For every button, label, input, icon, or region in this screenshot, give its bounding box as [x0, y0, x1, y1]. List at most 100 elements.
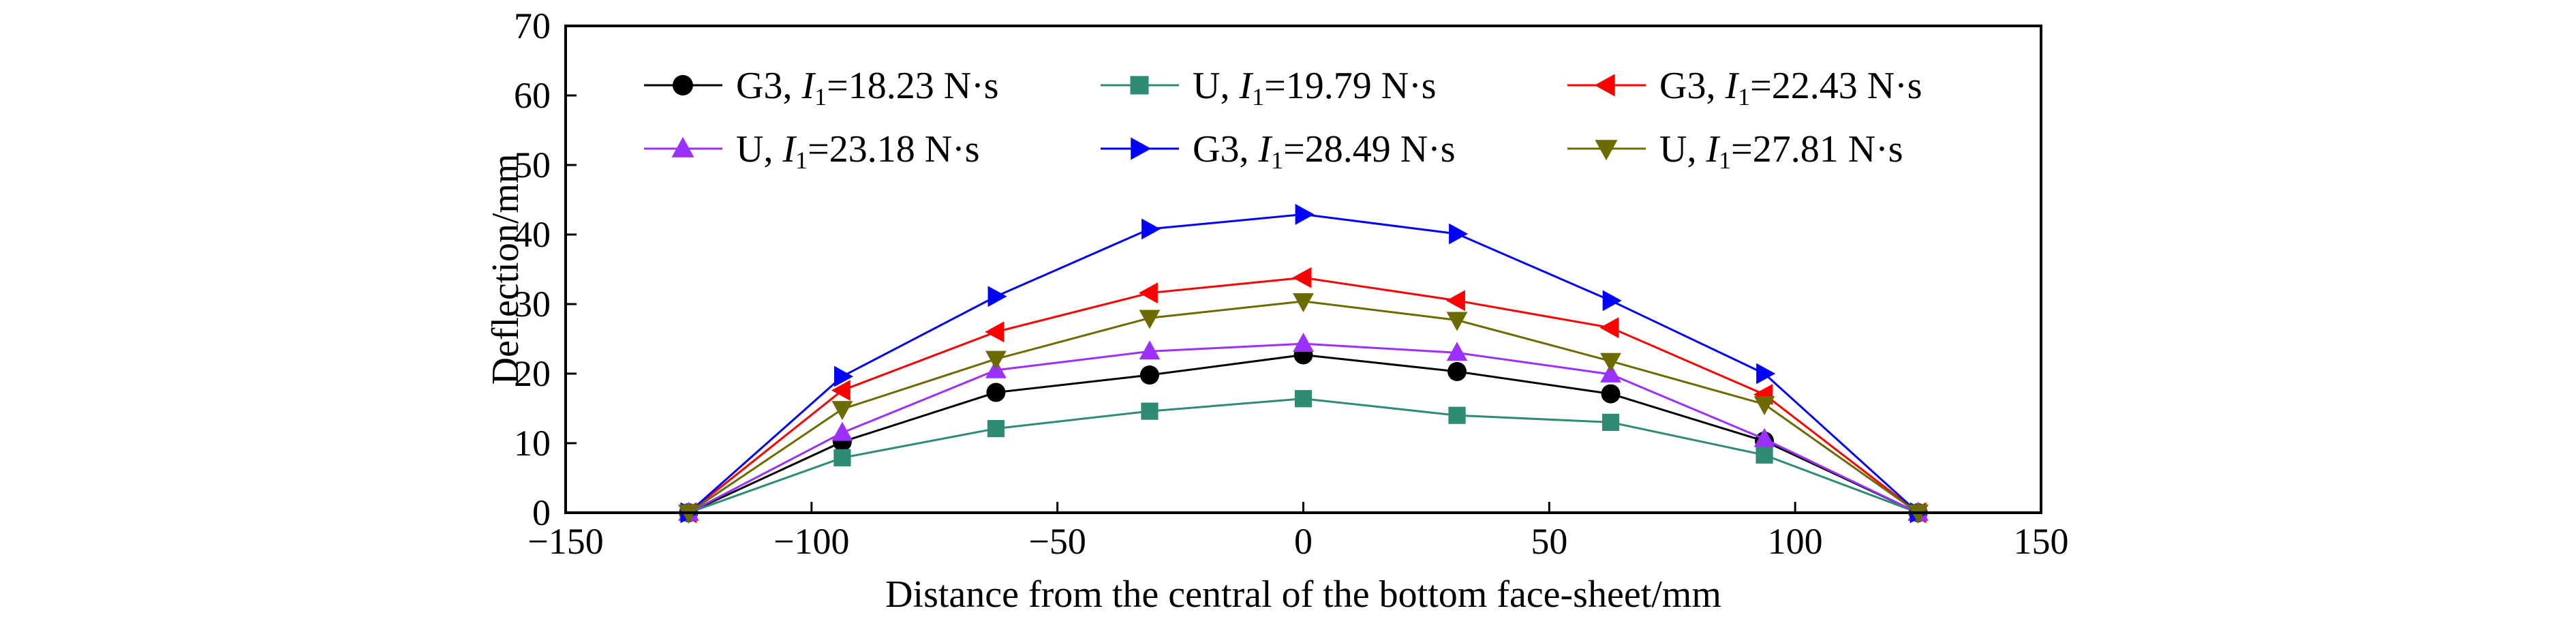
legend-marker [1130, 76, 1149, 95]
legend-impulse-symbol: I [1257, 128, 1272, 170]
legend-item: U, I1=23.18 N·s [644, 128, 980, 174]
legend-label: U, I1=23.18 N·s [736, 128, 980, 174]
legend-label: U, I1=19.79 N·s [1193, 65, 1437, 110]
y-tick-label: 60 [514, 75, 551, 116]
series-line [688, 342, 1919, 514]
legend-item: G3, I1=28.49 N·s [1101, 128, 1456, 174]
legend-marker [671, 136, 694, 158]
legend-impulse-subscript: 1 [1252, 83, 1264, 110]
data-point [1446, 342, 1468, 361]
legend-impulse-subscript: 1 [795, 147, 808, 174]
legend-impulse-symbol: I [1238, 65, 1253, 107]
data-point [831, 401, 853, 421]
legend-impulse-symbol: I [782, 128, 797, 170]
data-point [1139, 340, 1161, 360]
x-tick-label: −150 [527, 521, 603, 562]
series-1 [679, 345, 1928, 522]
legend-series-prefix: G3, [1659, 65, 1725, 107]
legend-series-prefix: U, [1659, 128, 1706, 170]
legend-item: G3, I1=18.23 N·s [644, 65, 999, 110]
y-tick-label: 10 [514, 423, 551, 464]
data-point [985, 321, 1005, 343]
x-tick-label: −100 [773, 521, 849, 562]
legend-label: U, I1=27.81 N·s [1659, 128, 1903, 174]
data-point [1756, 363, 1776, 385]
legend-marker [673, 75, 693, 95]
legend-label: G3, I1=22.43 N·s [1659, 65, 1922, 110]
data-point [1907, 505, 1929, 524]
series-4 [678, 333, 1929, 521]
series-2 [679, 390, 1927, 522]
y-axis-label: Deflection/mm [485, 153, 527, 385]
data-point [833, 449, 851, 467]
data-point [1753, 395, 1775, 415]
data-point [1447, 361, 1467, 381]
data-point [1753, 427, 1775, 447]
series-line [688, 397, 1919, 514]
legend-impulse-value: =19.79 N·s [1264, 65, 1436, 107]
y-tick-label: 70 [514, 5, 551, 46]
legend-marker [1595, 140, 1618, 161]
legend-label: G3, I1=28.49 N·s [1193, 128, 1456, 174]
legend-impulse-subscript: 1 [814, 83, 827, 110]
data-point [1446, 312, 1468, 331]
legend-impulse-subscript: 1 [1719, 147, 1731, 174]
legend-impulse-subscript: 1 [1271, 147, 1283, 174]
data-point [1601, 413, 1620, 431]
data-point [1293, 293, 1314, 313]
data-point [1138, 282, 1158, 304]
legend-label: G3, I1=18.23 N·s [736, 65, 999, 110]
legend-item: U, I1=19.79 N·s [1101, 65, 1437, 110]
x-tick-label: 100 [1768, 521, 1823, 562]
legend-marker [1131, 137, 1152, 160]
y-tick-label: 0 [532, 492, 551, 533]
data-point [1141, 402, 1159, 420]
x-tick-label: 150 [2014, 521, 2069, 562]
data-point [1600, 363, 1621, 382]
data-point [1600, 352, 1621, 372]
legend-marker [1594, 74, 1615, 97]
legend-impulse-symbol: I [1705, 128, 1720, 170]
data-point [1141, 218, 1161, 240]
x-tick-label: 50 [1531, 521, 1567, 562]
x-tick-label: 0 [1294, 521, 1313, 562]
data-point [831, 380, 850, 401]
data-point [1599, 317, 1619, 339]
legend-impulse-value: =27.81 N·s [1731, 128, 1903, 170]
legend-series-prefix: G3, [736, 65, 801, 107]
data-point [678, 505, 699, 524]
data-point [1601, 384, 1621, 404]
series-6 [678, 293, 1929, 524]
data-point [1292, 267, 1312, 288]
legend-item: U, I1=27.81 N·s [1567, 128, 1903, 174]
data-point [1293, 333, 1314, 352]
y-tick-label: 40 [514, 214, 551, 255]
legend-impulse-value: =23.18 N·s [808, 128, 979, 170]
data-point [834, 365, 854, 387]
data-point [1139, 310, 1161, 329]
data-point [987, 419, 1005, 438]
data-point [1755, 446, 1773, 464]
data-point [987, 286, 1007, 308]
legend-impulse-value: =28.49 N·s [1283, 128, 1455, 170]
data-point [831, 421, 853, 441]
legend-impulse-subscript: 1 [1738, 83, 1750, 110]
legend-impulse-value: =18.23 N·s [827, 65, 998, 107]
y-tick-label: 50 [514, 145, 551, 185]
axes-layer: −150 −100 −50 0 50 100 150 0 10 20 30 40 50 60 70 [514, 5, 2069, 562]
legend-series-prefix: G3, [1193, 128, 1258, 170]
data-point [985, 350, 1007, 370]
x-axis-label: Distance from the central of the bottom … [885, 573, 1721, 616]
y-tick-label: 20 [514, 353, 551, 394]
legend-impulse-symbol: I [801, 65, 816, 107]
legend-impulse-value: =22.43 N·s [1750, 65, 1922, 107]
legend-series-prefix: U, [736, 128, 782, 170]
data-point [1139, 365, 1159, 385]
data-point [1294, 390, 1313, 408]
data-point [986, 382, 1006, 402]
legend: G3, I1=18.23 N·s U, I1=19.79 N·s G3, I1=22… [644, 65, 1922, 174]
data-point [1445, 290, 1465, 312]
data-point [1448, 406, 1466, 424]
